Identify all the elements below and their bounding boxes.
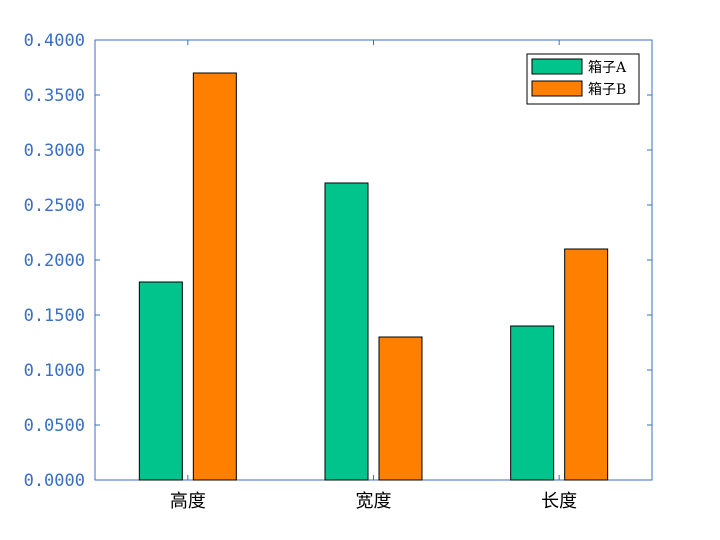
bars-group — [138, 72, 609, 481]
y-tick-label: 0.4000 — [24, 31, 85, 51]
bar-b-0 — [192, 72, 237, 481]
y-tick-label: 0.1000 — [24, 361, 85, 381]
bar-b-2 — [564, 248, 609, 481]
bar-a-2 — [510, 325, 555, 481]
y-tick-label: 0.0000 — [24, 471, 85, 491]
y-tick-label: 0.3000 — [24, 141, 85, 161]
legend: 箱子A 箱子B — [526, 53, 640, 105]
y-tick-label: 0.0500 — [24, 416, 85, 436]
bar-a-1 — [324, 182, 369, 481]
legend-swatch-1 — [531, 80, 583, 97]
x-tick-label: 宽度 — [356, 491, 392, 512]
legend-label-0: 箱子A — [588, 60, 627, 76]
bar-b-1 — [378, 336, 423, 481]
y-tick-label: 0.2000 — [24, 251, 85, 271]
x-tick-label: 高度 — [170, 491, 206, 512]
legend-swatch-0 — [531, 58, 583, 75]
y-tick-label: 0.3500 — [24, 86, 85, 106]
x-tick-label: 长度 — [541, 491, 577, 512]
bar-a-0 — [138, 281, 183, 481]
y-tick-label: 0.2500 — [24, 196, 85, 216]
legend-label-1: 箱子B — [588, 82, 626, 98]
y-tick-label: 0.1500 — [24, 306, 85, 326]
ticks-group: 0.0000 0.0500 0.1000 0.1500 0.2000 0.2500 0.30… — [24, 31, 652, 512]
